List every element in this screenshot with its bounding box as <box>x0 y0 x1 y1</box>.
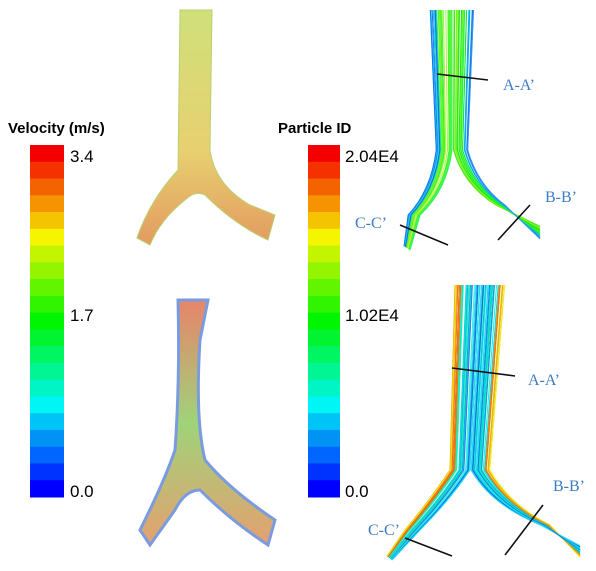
streamline <box>465 10 540 236</box>
color-band <box>30 329 64 346</box>
color-band <box>30 195 64 212</box>
streamline <box>461 10 540 233</box>
color-band <box>30 296 64 313</box>
color-band <box>308 179 340 196</box>
color-band <box>308 463 340 480</box>
streamline <box>463 10 540 234</box>
streamline <box>454 10 540 227</box>
color-band <box>30 430 64 447</box>
streamline <box>457 10 540 229</box>
streamlines-top <box>404 10 540 250</box>
color-band <box>308 296 340 313</box>
color-band <box>308 145 340 162</box>
color-band <box>30 313 64 330</box>
particle-max: 2.04E4 <box>345 147 399 166</box>
streamline <box>468 10 540 239</box>
color-band <box>30 447 64 464</box>
color-band <box>30 212 64 229</box>
color-band <box>30 179 64 196</box>
color-band <box>308 162 340 179</box>
color-band <box>308 447 340 464</box>
particle-min: 0.0 <box>345 482 369 501</box>
color-band <box>308 246 340 263</box>
color-band <box>30 396 64 413</box>
color-band <box>308 195 340 212</box>
section-label: B-B’ <box>545 189 577 206</box>
section-label: A-A’ <box>503 77 535 94</box>
color-band <box>30 463 64 480</box>
section-label: A-A’ <box>528 372 560 389</box>
color-band <box>308 363 340 380</box>
color-band <box>30 346 64 363</box>
color-band <box>308 346 340 363</box>
cut-line <box>405 538 452 556</box>
streamline <box>457 10 540 230</box>
particle-colorbar <box>308 145 340 498</box>
velocity-colorbar <box>30 145 64 498</box>
color-band <box>308 380 340 397</box>
color-band <box>30 413 64 430</box>
color-band <box>308 229 340 246</box>
velocity-title: Velocity (m/s) <box>8 120 105 137</box>
section-label: C-C’ <box>355 215 387 232</box>
color-band <box>30 279 64 296</box>
velocity-mid: 1.7 <box>70 306 94 325</box>
color-band <box>30 246 64 263</box>
color-band <box>30 363 64 380</box>
color-band <box>30 380 64 397</box>
color-band <box>308 212 340 229</box>
color-band <box>308 396 340 413</box>
velocity-contour-bottom <box>140 300 275 545</box>
color-band <box>308 480 340 497</box>
color-band <box>30 162 64 179</box>
color-band <box>308 313 340 330</box>
color-band <box>30 262 64 279</box>
streamline <box>465 10 540 236</box>
color-band <box>308 329 340 346</box>
streamline <box>457 10 540 229</box>
particle-title: Particle ID <box>278 120 352 137</box>
color-band <box>30 145 64 162</box>
color-band <box>308 279 340 296</box>
streamline <box>464 10 540 236</box>
section-label: C-C’ <box>368 522 400 539</box>
velocity-contour-top <box>137 10 275 245</box>
section-label: B-B’ <box>553 478 585 495</box>
color-band <box>30 480 64 497</box>
figure: Velocity (m/s) 3.4 1.7 0.0 Particle ID 2… <box>0 0 596 571</box>
color-band <box>308 262 340 279</box>
color-band <box>308 430 340 447</box>
streamlines-bottom <box>387 285 580 560</box>
color-band <box>308 413 340 430</box>
streamline <box>463 10 540 234</box>
velocity-min: 0.0 <box>70 482 94 501</box>
streamline <box>480 285 580 551</box>
velocity-max: 3.4 <box>70 147 94 166</box>
particle-mid: 1.02E4 <box>345 306 399 325</box>
color-band <box>30 229 64 246</box>
